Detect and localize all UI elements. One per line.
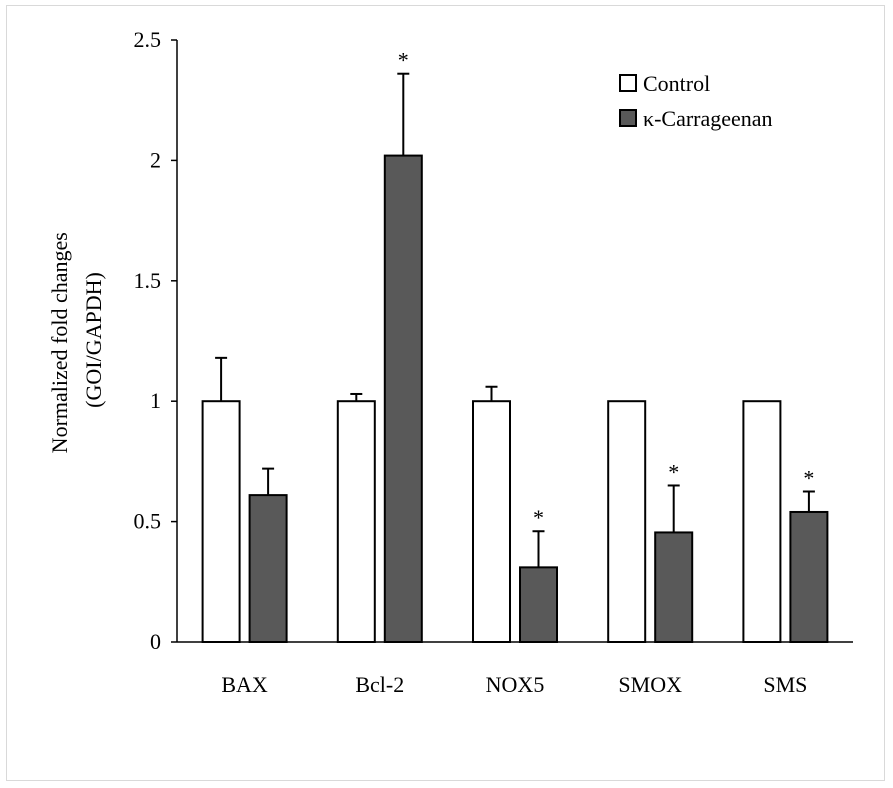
bar-control-sms (742, 400, 782, 644)
chart-frame (6, 5, 885, 781)
legend-swatch-carrageenan (619, 109, 637, 127)
bar-carrageenan-smox (654, 531, 694, 643)
category-label: Bcl-2 (355, 672, 404, 697)
legend-swatch-control (619, 74, 637, 92)
bar-carrageenan-bax (248, 494, 288, 643)
category-label: SMOX (618, 672, 682, 697)
bar-carrageenan-bcl-2 (383, 154, 423, 643)
y-tick-label: 1.5 (134, 268, 162, 293)
category-label: SMS (763, 672, 807, 697)
y-tick-label: 2.5 (134, 27, 162, 52)
y-tick-label: 1 (150, 388, 161, 413)
legend-label-control: Control (643, 71, 710, 96)
y-axis-title-line-1: Normalized fold changes (47, 232, 72, 453)
bar-control-bax (201, 400, 241, 644)
bar-control-smox (607, 400, 647, 644)
category-label: NOX5 (486, 672, 545, 697)
y-tick-label: 2 (150, 147, 161, 172)
category-labels: BAX Bcl-2 NOX5 SMOX SMS (221, 672, 807, 697)
legend-label-carrageenan: κ-Carrageenan (643, 106, 773, 131)
bar-control-bcl-2 (336, 400, 376, 644)
bar-control-nox5 (472, 400, 511, 644)
category-label: BAX (221, 672, 268, 697)
significance-marker: * (803, 466, 814, 491)
legend: Control κ-Carrageenan (619, 71, 773, 131)
y-axis-title-line-2: (GOI/GAPDH) (81, 272, 106, 408)
bars: * * * * (201, 48, 829, 644)
significance-marker: * (398, 48, 409, 73)
significance-marker: * (668, 459, 679, 484)
bar-carrageenan-nox5 (519, 566, 558, 643)
significance-marker: * (533, 505, 544, 530)
y-axis: 0 0.5 1 1.5 2 2.5 (134, 27, 178, 654)
bar-carrageenan-sms (789, 510, 829, 643)
y-tick-label: 0.5 (134, 509, 162, 534)
y-tick-label: 0 (150, 629, 161, 654)
y-axis-title: Normalized fold changes (GOI/GAPDH) (47, 227, 106, 454)
